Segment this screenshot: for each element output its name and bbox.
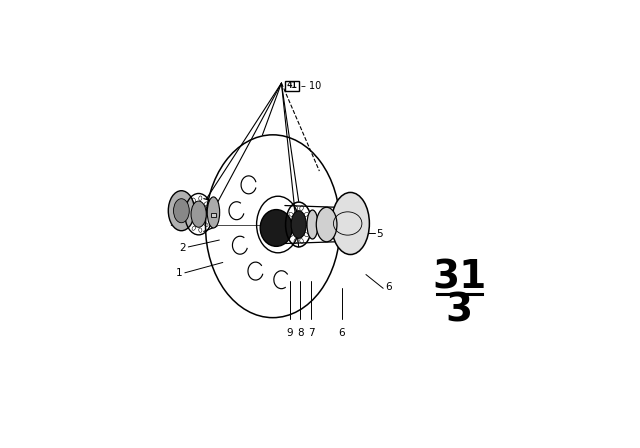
Text: 8: 8 (297, 328, 304, 338)
Ellipse shape (260, 210, 292, 246)
Bar (211, 213, 216, 216)
Text: 31: 31 (432, 259, 486, 297)
Text: 7: 7 (308, 328, 315, 338)
Text: 9: 9 (287, 328, 293, 338)
Ellipse shape (168, 191, 195, 231)
Text: 5: 5 (376, 229, 383, 239)
Ellipse shape (173, 199, 189, 223)
Ellipse shape (191, 201, 206, 227)
Text: 6: 6 (339, 328, 345, 338)
Text: 4: 4 (175, 196, 181, 206)
Text: 6: 6 (386, 282, 392, 292)
Ellipse shape (207, 197, 220, 228)
Text: 41: 41 (287, 82, 297, 90)
Text: 1: 1 (176, 268, 182, 279)
Ellipse shape (332, 193, 369, 254)
Ellipse shape (316, 207, 337, 242)
Text: – 10: – 10 (301, 81, 322, 91)
Text: 2: 2 (179, 243, 186, 253)
Ellipse shape (307, 210, 318, 239)
Ellipse shape (291, 211, 307, 238)
Text: 3: 3 (445, 292, 473, 330)
Bar (285, 81, 299, 91)
Text: 3: 3 (170, 219, 176, 228)
